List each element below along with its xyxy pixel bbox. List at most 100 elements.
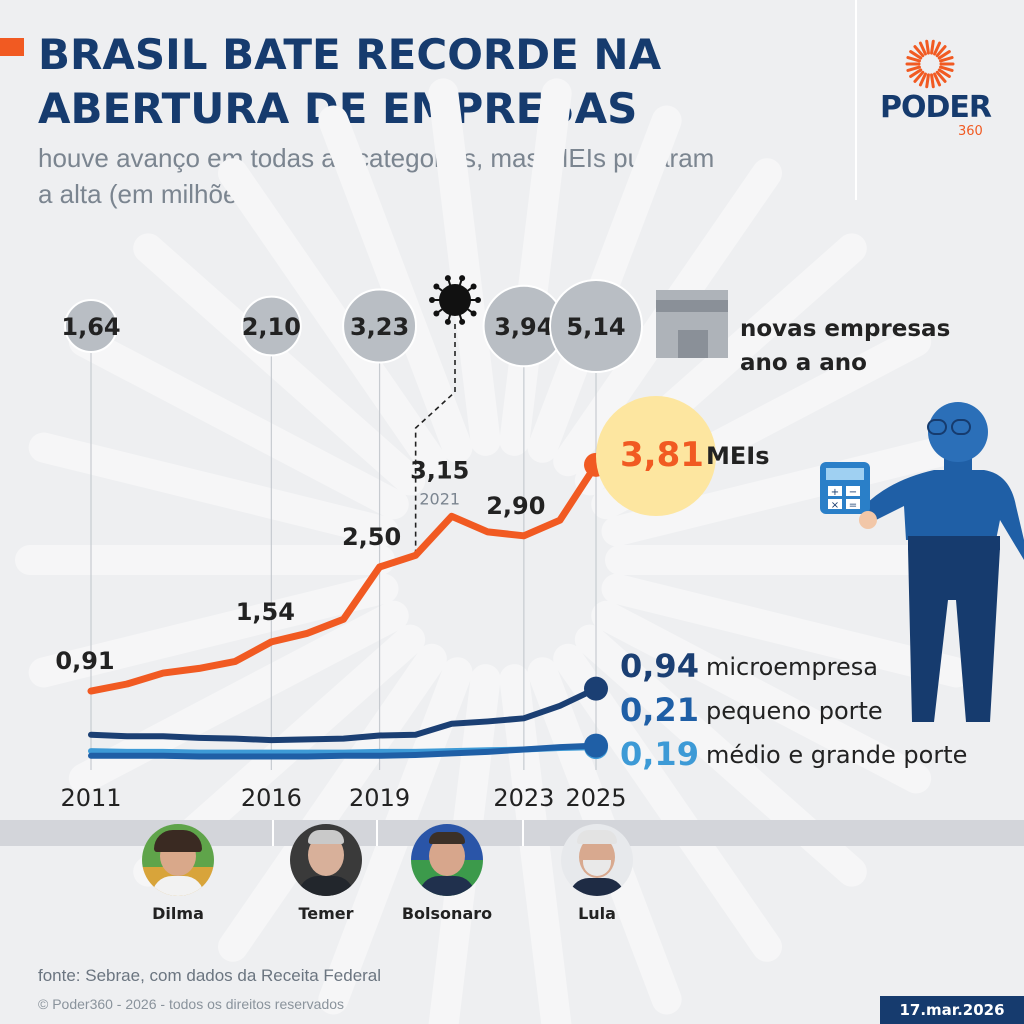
virus-body <box>439 284 471 316</box>
sun-ray <box>913 45 925 58</box>
totals-legend-swatch-door <box>678 330 708 358</box>
person-legs <box>908 548 1000 722</box>
data-label: 2,50 <box>342 523 401 551</box>
sun-ray <box>918 41 927 56</box>
sun-ray <box>906 56 921 63</box>
glasses-icon <box>951 419 971 435</box>
virus-spike-tip <box>433 310 440 317</box>
series-end-point <box>584 676 608 701</box>
sun-ray <box>935 70 947 83</box>
background-ray <box>318 105 473 463</box>
sun-burst-icon <box>905 39 955 89</box>
end-value-label: 0,19 <box>620 735 699 773</box>
sun-ray <box>939 65 954 72</box>
source-note: fonte: Sebrae, com dados da Receita Fede… <box>38 966 382 985</box>
calculator-key <box>846 499 860 509</box>
president-name: Temer <box>298 904 354 923</box>
background-ray <box>601 573 972 688</box>
accent-bar <box>0 38 24 56</box>
totals-legend-line-1: novas empresas <box>740 316 950 342</box>
series-line <box>88 742 599 760</box>
timeline-separator <box>376 820 378 846</box>
background-ray <box>601 432 972 547</box>
x-tick-label: 2016 <box>241 784 302 812</box>
background-ray <box>68 326 409 520</box>
end-value-label: 0,21 <box>620 691 699 729</box>
logo-number: 360 <box>958 124 983 139</box>
subtitle: houve avanço em todas as categorias, mas… <box>38 140 838 212</box>
logo-word: PODER <box>880 90 992 125</box>
background-ray <box>499 664 572 1024</box>
totals-legend-line-2: ano a ano <box>740 350 867 376</box>
end-value-label: 0,94 <box>620 647 699 685</box>
virus-spike-tip <box>470 283 477 290</box>
president-dilma: Dilma <box>113 824 243 923</box>
calculator-screen <box>826 468 864 480</box>
president-name: Lula <box>578 904 616 923</box>
avatar <box>561 824 633 896</box>
background-ray <box>218 158 447 477</box>
sun-ray <box>933 41 942 56</box>
series-name-label: pequeno porte <box>706 697 883 725</box>
data-label: 3,15 <box>410 456 469 484</box>
highlight-circle <box>596 396 716 516</box>
president-temer: Temer <box>261 824 391 923</box>
series-name-label: médio e grande porte <box>706 741 967 769</box>
series-line <box>87 461 600 695</box>
virus-spike-tip <box>433 283 440 290</box>
series-name-label: MEIs <box>706 442 770 470</box>
virus-spike-tip <box>444 275 451 282</box>
total-bubble-label: 5,14 <box>566 313 625 341</box>
person-neck <box>944 458 972 474</box>
sun-ray <box>909 50 923 60</box>
timeline-separator <box>272 820 274 846</box>
virus-spike-tip <box>470 310 477 317</box>
sun-ray <box>930 73 935 89</box>
president-lula: Lula <box>532 824 662 923</box>
x-tick-label: 2023 <box>493 784 554 812</box>
background-ray <box>218 643 447 962</box>
sun-ray <box>939 56 954 63</box>
calculator-key <box>828 486 842 496</box>
background-ray <box>28 573 399 688</box>
calculator-key-glyph: + <box>831 487 839 498</box>
calculator-key <box>828 499 842 509</box>
series-line <box>88 685 599 744</box>
glasses-icon <box>927 419 947 435</box>
calculator-key <box>846 486 860 496</box>
sun-ray <box>925 73 930 89</box>
virus-spike-tip <box>459 275 466 282</box>
subtitle-line-1: houve avanço em todas as categorias, mas… <box>38 143 715 173</box>
sun-ray <box>937 68 951 78</box>
sun-ray <box>925 39 930 55</box>
person-hand <box>859 511 877 529</box>
x-tick-label: 2025 <box>565 784 626 812</box>
president-bolsonaro: Bolsonaro <box>382 824 512 923</box>
series-name-label: microempresa <box>706 653 878 681</box>
total-bubble <box>240 295 302 357</box>
total-bubble <box>64 299 118 353</box>
background-ray <box>591 600 932 794</box>
total-bubble-label: 2,10 <box>242 313 301 341</box>
avatar <box>411 824 483 896</box>
background-ray <box>133 233 426 496</box>
timeline-separator <box>522 820 524 846</box>
calculator-key-glyph: − <box>849 487 857 498</box>
poder360-logo: PODER 360 <box>872 38 992 148</box>
sun-ray <box>933 72 942 87</box>
data-label: 1,54 <box>236 598 295 626</box>
sun-ray <box>909 68 923 78</box>
title-line-1: BRASIL BATE RECORDE NA <box>38 30 662 79</box>
total-bubble <box>342 288 418 364</box>
covid-connector <box>414 324 456 556</box>
person-head <box>928 402 988 462</box>
background-ray <box>28 432 399 547</box>
data-label: 0,91 <box>55 647 114 675</box>
end-value-label: 3,81 <box>620 435 704 475</box>
calculator-key-glyph: = <box>849 500 857 511</box>
sun-ray <box>935 45 947 58</box>
sun-ray <box>906 65 921 72</box>
virus-spike-tip <box>429 297 435 303</box>
